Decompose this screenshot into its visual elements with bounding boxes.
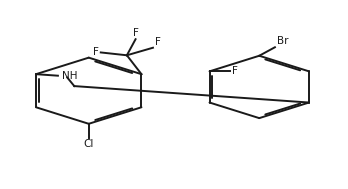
Text: Cl: Cl [84,139,94,149]
Text: F: F [232,66,238,76]
Text: NH: NH [62,71,78,81]
Text: F: F [133,28,139,38]
Text: Br: Br [277,36,288,46]
Text: F: F [93,47,99,57]
Text: F: F [155,37,160,47]
